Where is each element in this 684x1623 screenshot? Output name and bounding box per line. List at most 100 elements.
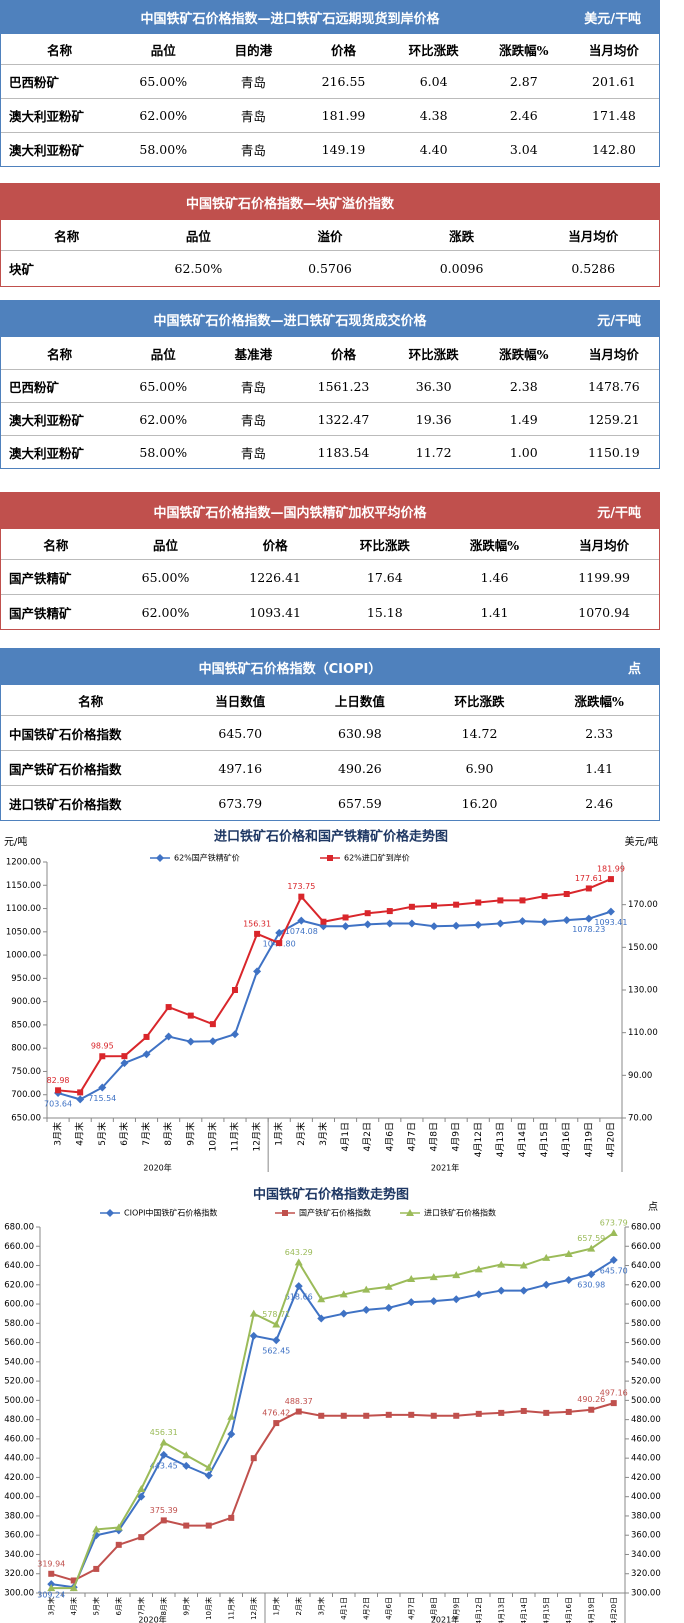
marker	[475, 1410, 482, 1417]
marker	[518, 917, 527, 926]
table-row: 块矿 62.50% 0.5706 0.0096 0.5286	[1, 250, 659, 286]
table-cell: 澳大利亚粉矿	[9, 445, 85, 461]
marker	[542, 1280, 551, 1289]
x-tick-label: 12月末	[251, 1122, 263, 1151]
table-row: 澳大利亚粉矿 58.00% 青岛 1183.54 11.72 1.00 1150.19	[1, 435, 659, 468]
x-tick-label: 4月14日	[520, 1597, 528, 1623]
column-header: 上日数值	[334, 693, 385, 709]
table-cell: 15.18	[366, 604, 403, 620]
marker	[272, 1336, 281, 1345]
table-cell: 澳大利亚粉矿	[9, 109, 85, 124]
chart-title: 进口铁矿石价格和国产铁精矿价格走势图	[214, 829, 448, 845]
x-tick-label: 4月15日	[542, 1597, 550, 1623]
table-cell: 澳大利亚粉矿	[9, 412, 85, 428]
table: 中国铁矿石价格指数—进口铁矿石现货成交价格 元/干吨 名称 品位 基准港 价格 环比涨跌 涨跌…	[0, 300, 660, 469]
table-cell: 65.00%	[141, 569, 190, 585]
column-header: 名称	[43, 537, 69, 553]
column-header: 品位	[152, 537, 178, 553]
marker	[453, 901, 460, 908]
y2-tick-label: 90.00	[628, 1071, 652, 1081]
table-cell: 65.00%	[139, 378, 188, 394]
marker	[543, 1409, 550, 1416]
marker	[272, 1320, 281, 1328]
marker	[429, 1273, 438, 1281]
table-row: 澳大利亚粉矿 58.00% 青岛 149.19 4.40 3.04 142.80	[1, 132, 659, 166]
y2-tick-label: 500.00	[631, 1396, 661, 1406]
marker	[295, 1408, 302, 1415]
marker	[317, 1314, 326, 1323]
column-header: 涨跌幅%	[574, 693, 624, 709]
marker	[297, 916, 306, 925]
table-cell: 巴西粉矿	[9, 75, 60, 90]
marker	[519, 1261, 528, 1269]
table-row: 澳大利亚粉矿 62.00% 青岛 1322.47 19.36 1.49 1259.21	[1, 402, 659, 435]
marker	[205, 1522, 212, 1529]
y-tick-label: 520.00	[4, 1377, 34, 1387]
y-tick-label: 560.00	[4, 1338, 34, 1348]
marker	[453, 1412, 460, 1419]
data-label: 497.16	[600, 1389, 628, 1398]
y-tick-label: 420.00	[4, 1473, 34, 1483]
marker	[183, 1522, 190, 1529]
column-header: 环比涨跌	[408, 346, 459, 362]
marker	[474, 1265, 483, 1273]
x-tick-label: 3月末	[52, 1122, 64, 1146]
marker	[430, 1412, 437, 1419]
table-cell: 2.46	[509, 108, 538, 123]
marker	[298, 893, 305, 900]
marker	[182, 1461, 191, 1470]
marker	[137, 1492, 146, 1501]
table-cell: 216.55	[321, 74, 366, 89]
table-cell: 1.49	[509, 411, 538, 427]
y-tick-label: 850.00	[11, 1020, 41, 1030]
data-label: 1074.08	[285, 927, 318, 936]
table-row: 中国铁矿石价格指数 645.70 630.98 14.72 2.33	[1, 715, 659, 750]
legend-label: 进口铁矿石价格指数	[424, 1208, 496, 1218]
y2-tick-label: 580.00	[631, 1319, 661, 1329]
data-label: 618.66	[285, 1293, 313, 1302]
marker	[363, 920, 372, 929]
marker	[92, 1525, 101, 1533]
column-header: 当月均价	[588, 42, 639, 58]
table-cell: 11.72	[415, 444, 452, 460]
table-cell: 1070.94	[578, 604, 630, 620]
table-cell: 2.87	[509, 74, 538, 89]
data-label: 181.99	[597, 865, 625, 874]
y-tick-label: 1100.00	[6, 904, 41, 914]
y2-tick-label: 300.00	[631, 1589, 661, 1599]
column-header: 品位	[150, 346, 176, 362]
column-header: 当日数值	[215, 693, 266, 709]
y-tick-label: 1150.00	[6, 881, 41, 891]
marker	[254, 930, 261, 937]
table-cell: 2.38	[509, 378, 538, 394]
column-header: 价格	[262, 537, 288, 553]
y-tick-label: 1200.00	[6, 858, 41, 868]
data-label: 98.95	[91, 1042, 114, 1051]
table-row: 进口铁矿石价格指数 673.79 657.59 16.20 2.46	[1, 785, 659, 820]
marker	[249, 1309, 258, 1317]
marker	[164, 1032, 173, 1041]
x-tick-label: 6月末	[114, 1597, 123, 1615]
column-header: 价格	[331, 42, 357, 58]
table-title: 中国铁矿石价格指数—国内铁精矿加权平均价格	[153, 505, 427, 521]
marker	[609, 1228, 618, 1236]
x-tick-label: 4月16日	[565, 1597, 573, 1623]
table-cell: 58.00%	[139, 142, 188, 157]
header-row: 名称 当日数值 上日数值 环比涨跌 涨跌幅%	[1, 685, 659, 715]
x-group-label: 2021年	[431, 1615, 459, 1623]
legend-label: 62%进口矿到岸价	[344, 853, 410, 863]
table-cell: 490.26	[338, 760, 382, 776]
table-cell: 1199.99	[578, 569, 630, 585]
table-cell: 62.00%	[139, 411, 188, 427]
data-label: 645.70	[600, 1267, 628, 1276]
table-unit: 元/干吨	[597, 313, 641, 329]
table-cell: 青岛	[240, 445, 266, 461]
x-tick-label: 5月末	[91, 1597, 100, 1615]
marker	[138, 1534, 145, 1541]
x-tick-label: 4月2日	[362, 1122, 373, 1151]
marker	[497, 1260, 506, 1268]
marker	[384, 1282, 393, 1290]
x-tick-label: 9月末	[184, 1122, 196, 1146]
data-label: 309.24	[37, 1591, 65, 1600]
x-tick-label: 4月1日	[340, 1122, 351, 1151]
